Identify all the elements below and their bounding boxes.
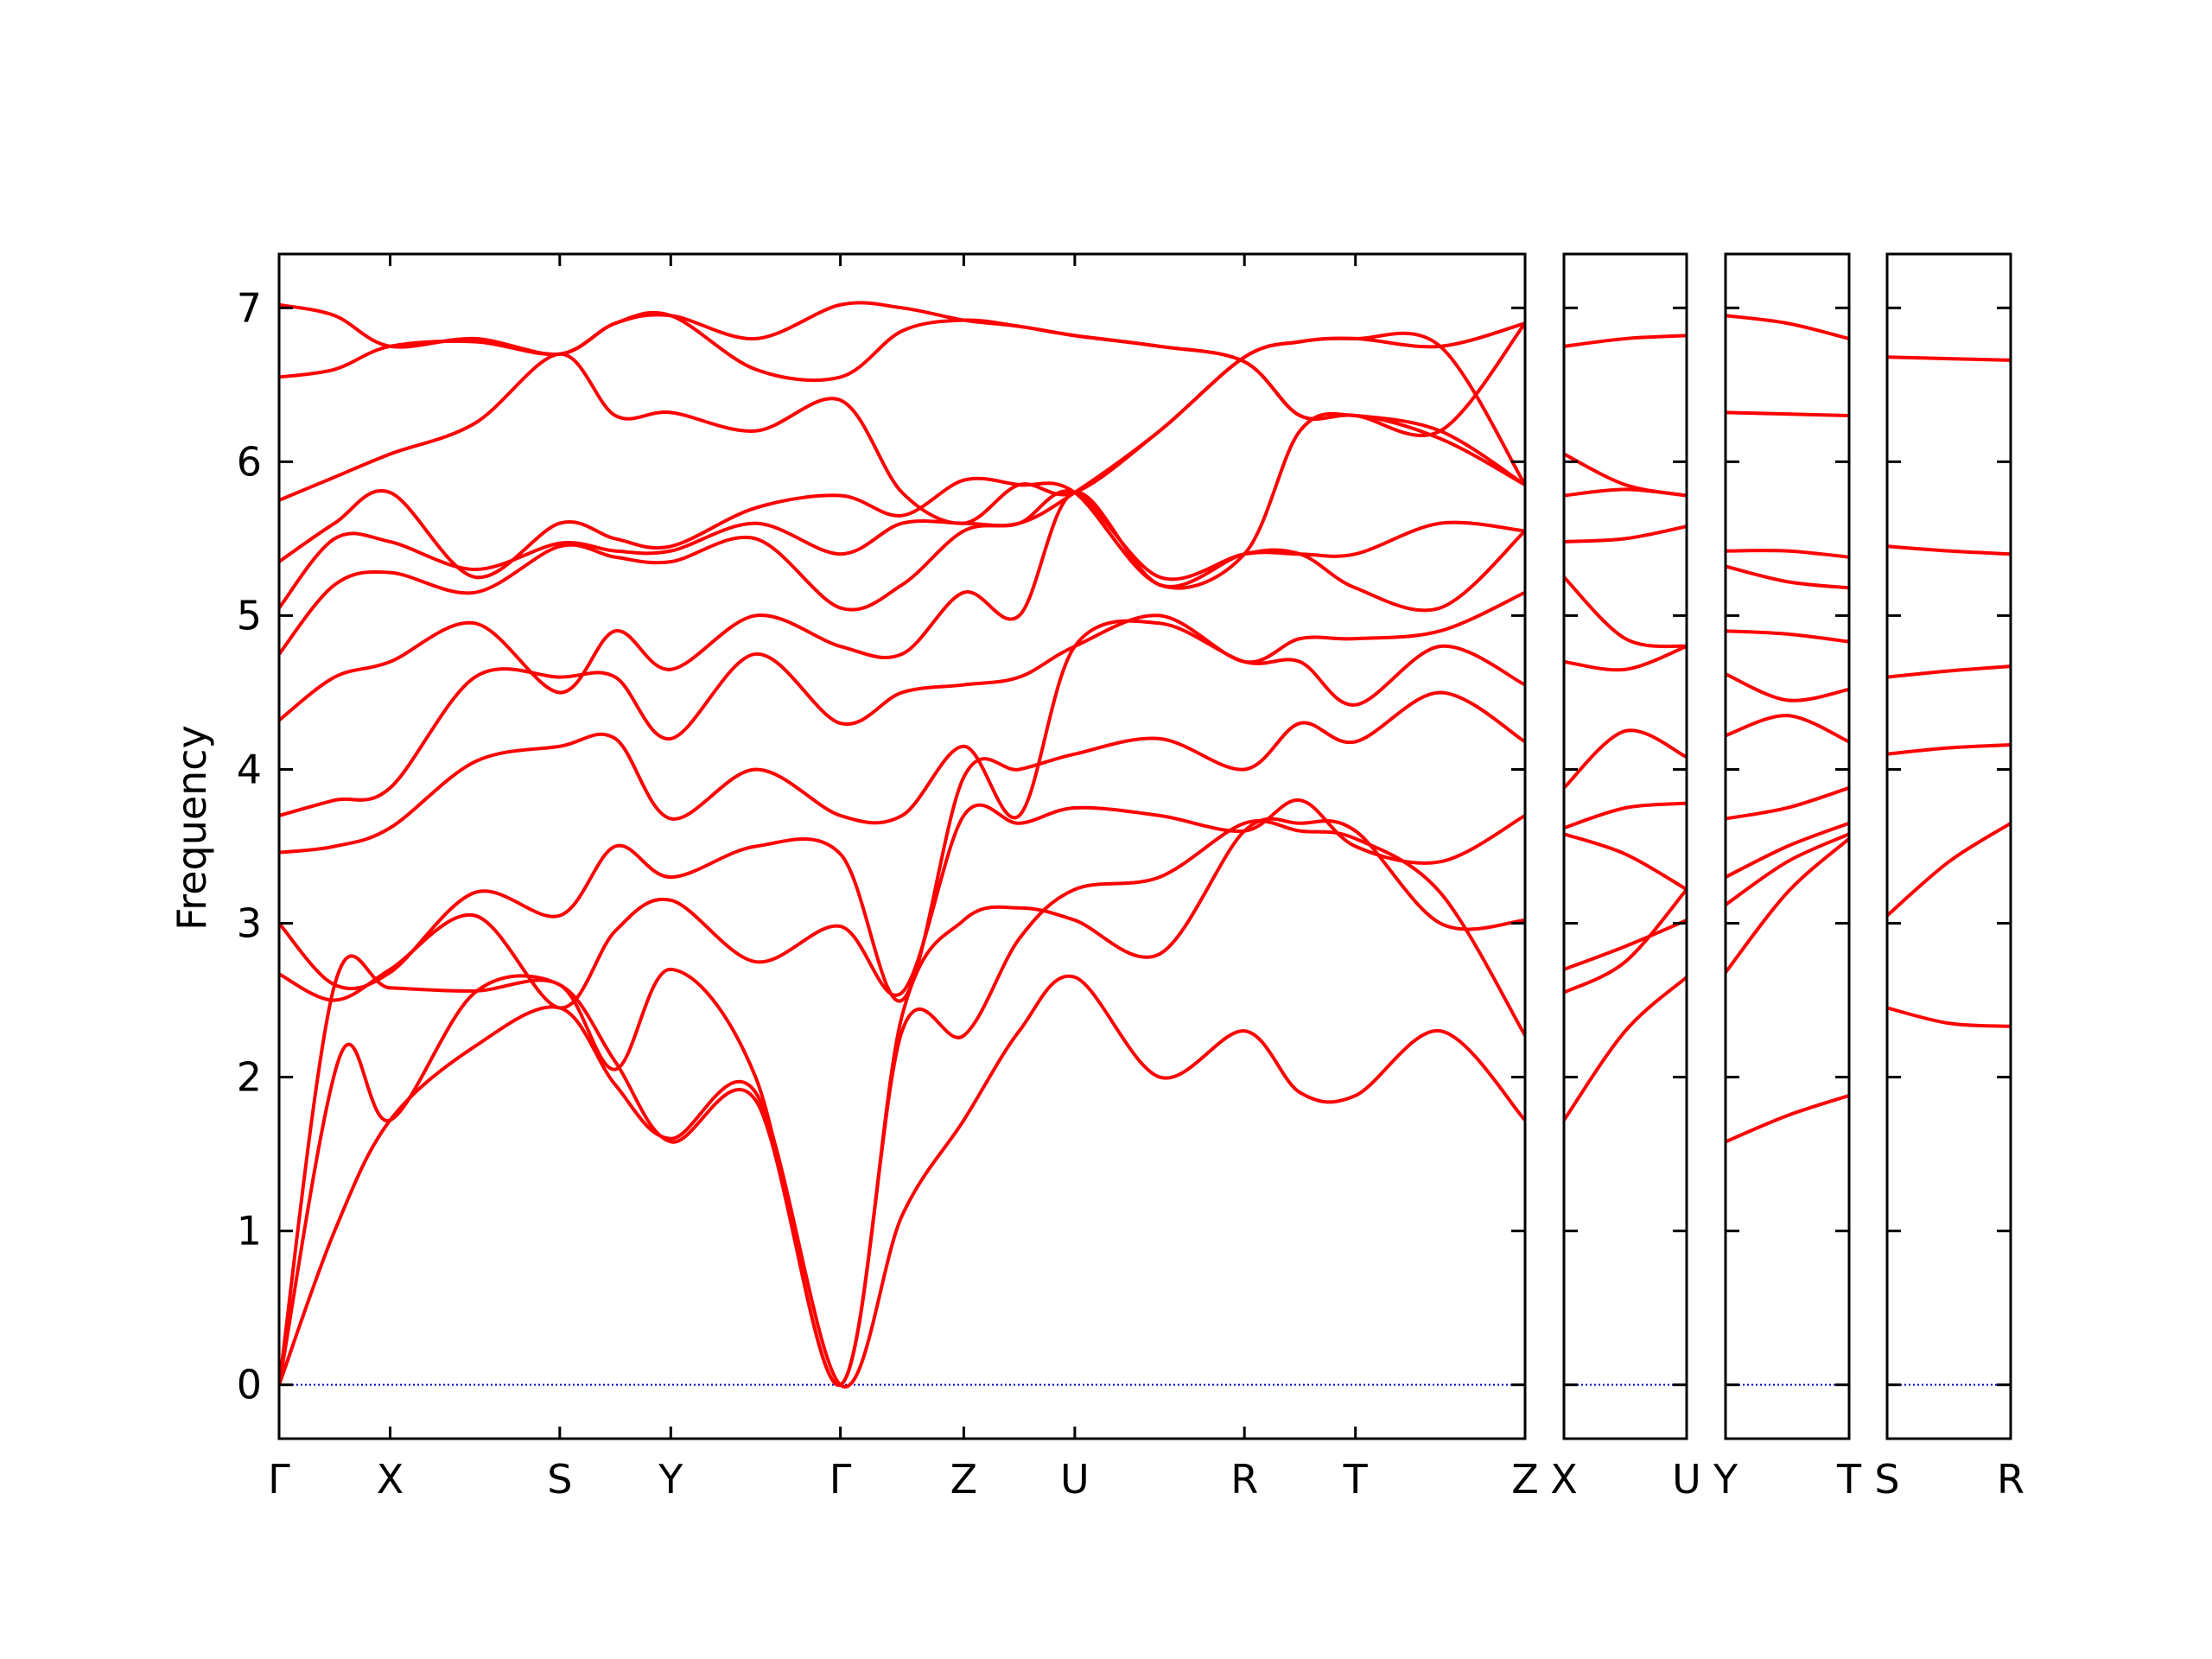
bands-group (1564, 334, 1687, 1122)
y-tick-labels: 0 1 2 3 4 5 6 7 (237, 284, 262, 1408)
panel-frame (1885, 252, 2012, 1440)
band-line-12 (1564, 334, 1687, 348)
y-tick-label: 1 (237, 1208, 262, 1255)
band-line-5 (279, 690, 1525, 1003)
band-line-5 (1564, 801, 1687, 830)
band-line-4 (1726, 821, 1849, 880)
x-tick-label: T (1343, 1456, 1369, 1503)
band-line-9 (279, 489, 1525, 656)
y-tick-label: 6 (237, 438, 262, 485)
band-line-8 (1726, 629, 1849, 644)
y-axis-label: Frequency (168, 725, 215, 931)
band-line-14 (279, 301, 1525, 437)
y-tick-label: 5 (237, 592, 262, 639)
band-line-5 (1887, 544, 2011, 556)
band-line-1 (1726, 1093, 1849, 1144)
y-tick-label: 7 (237, 284, 262, 331)
panel-frame (1724, 252, 1851, 1440)
band-line-10 (1726, 549, 1849, 559)
y-tick-label: 3 (237, 900, 262, 947)
x-tick-label: Γ (268, 1456, 290, 1503)
x-tick-label: Z (1511, 1456, 1539, 1503)
band-line-2 (279, 818, 1525, 1387)
band-line-1 (279, 974, 1525, 1389)
band-line-2 (1887, 821, 2011, 918)
band-line-5 (1726, 785, 1849, 821)
panel-frame (277, 252, 1527, 1440)
x-tick-label: T (1836, 1456, 1862, 1503)
band-line-1 (1564, 975, 1687, 1122)
band-line-9 (1564, 524, 1687, 543)
y-tick-label: 4 (237, 746, 262, 792)
band-line-3 (1726, 832, 1849, 907)
band-line-9 (1726, 564, 1849, 590)
band-line-7 (279, 590, 1525, 817)
band-line-11 (1726, 410, 1849, 417)
y-tick-label: 2 (237, 1054, 262, 1101)
x-tick-label: U (1060, 1456, 1090, 1503)
band-line-3 (1887, 742, 2011, 756)
band-line-6 (1564, 728, 1687, 790)
x-tick-label: Γ (830, 1456, 852, 1503)
x-tick-label: Z (950, 1456, 978, 1503)
x-tick-label: X (377, 1456, 404, 1503)
bands-group (279, 301, 1525, 1389)
band-line-7 (1726, 672, 1849, 702)
band-line-8 (1564, 575, 1687, 649)
band-line-4 (1564, 832, 1687, 892)
band-line-12 (279, 321, 1525, 525)
band-line-2 (1564, 887, 1687, 995)
x-tick-label: Y (658, 1456, 683, 1503)
band-line-6 (1887, 355, 2011, 362)
y-tick-label: 0 (237, 1362, 262, 1408)
band-line-3 (1564, 918, 1687, 971)
band-line-6 (279, 619, 1525, 855)
band-line-6 (1726, 714, 1849, 744)
bands-group (1887, 355, 2011, 1028)
bands-group (1726, 314, 1849, 1144)
band-line-4 (1887, 664, 2011, 679)
band-line-4 (279, 798, 1525, 1010)
x-tick-label: R (1997, 1456, 2024, 1503)
band-line-11 (279, 411, 1525, 590)
band-line-1 (1887, 1006, 2011, 1028)
band-line-12 (1726, 314, 1849, 340)
x-tick-label: S (1874, 1456, 1899, 1503)
band-line-2 (1726, 836, 1849, 975)
band-line-7 (1564, 645, 1687, 672)
panel-frame (1562, 252, 1688, 1440)
x-tick-label: X (1550, 1456, 1578, 1503)
x-tick-label: Y (1713, 1456, 1738, 1503)
x-tick-label: R (1230, 1456, 1258, 1503)
x-tick-label: U (1672, 1456, 1701, 1503)
x-tick-label: S (547, 1456, 572, 1503)
band-line-10 (279, 331, 1525, 610)
